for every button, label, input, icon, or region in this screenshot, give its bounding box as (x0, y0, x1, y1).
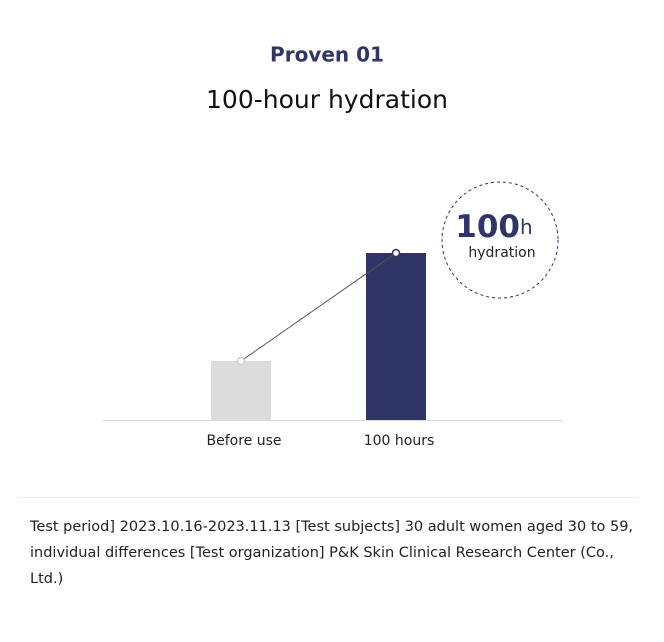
connector-line (240, 252, 397, 362)
annotation-number-value: 100 (455, 209, 520, 245)
x-tick-label: Before use (206, 433, 281, 449)
bar (211, 361, 271, 420)
annotation-unit: h (520, 215, 533, 239)
bar (366, 253, 426, 420)
annotation-number: 100h (455, 209, 532, 245)
x-tick-label: 100 hours (364, 433, 435, 449)
chart-title: Proven 01 (270, 43, 384, 67)
annotation-circle (441, 181, 559, 299)
chart-subtitle: 100-hour hydration (206, 85, 448, 114)
connector-dot (391, 248, 401, 258)
annotation-text: hydration (468, 245, 535, 261)
connector-dot (236, 356, 246, 366)
footnote: Test period] 2023.10.16-2023.11.13 [Test… (30, 519, 634, 587)
